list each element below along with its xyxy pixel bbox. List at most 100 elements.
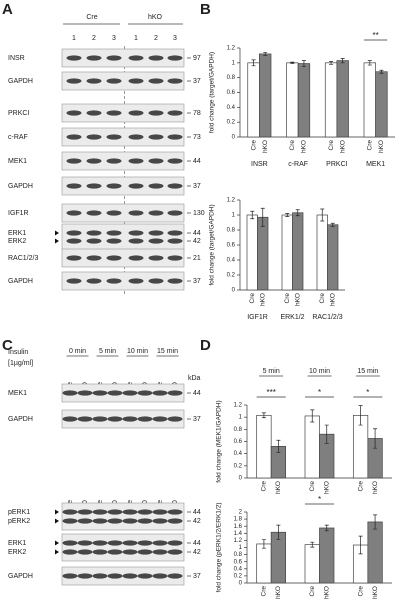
y-tick-label: 0.4 (227, 105, 236, 111)
bar (367, 521, 383, 584)
blot-label: pERK2 (8, 518, 30, 525)
panel-label: D (200, 337, 211, 354)
bar (297, 63, 311, 138)
y-tick-label: 0.8 (227, 228, 236, 234)
kda-label: 37 (193, 416, 201, 423)
kda-label: 44 (193, 509, 201, 516)
band (167, 238, 183, 244)
blot-label: pERK1 (8, 509, 30, 516)
band (148, 78, 164, 84)
y-tick-label: 0.6 (234, 439, 243, 445)
y-tick-label: 1 (232, 60, 236, 66)
y-tick-label: 1.2 (234, 403, 243, 409)
band (66, 230, 82, 236)
panel-label: C (2, 337, 13, 354)
bar-label: Cre (261, 586, 268, 597)
band (77, 518, 93, 524)
bar-label: Cre (328, 140, 335, 151)
band (128, 55, 144, 61)
bar-label: hKO (262, 140, 269, 153)
kda-label: 37 (193, 183, 201, 190)
band-arrow (55, 540, 59, 546)
bar-label: Cre (357, 481, 364, 492)
significance: * (366, 388, 369, 397)
bar-label: Cre (289, 140, 296, 151)
kda-label: 44 (193, 158, 201, 165)
band (152, 549, 168, 555)
bar-label: hKO (323, 481, 330, 494)
band (62, 390, 78, 396)
bar-label: Cre (367, 140, 374, 151)
category-label: IGF1R (247, 314, 268, 321)
band (62, 540, 78, 546)
bar (319, 527, 335, 584)
bar-label: hKO (339, 140, 346, 153)
category-label: 15 min (357, 368, 378, 375)
bar (256, 414, 272, 479)
blot-label: PRKCI (8, 110, 29, 117)
band (148, 183, 164, 189)
band (106, 210, 122, 216)
kda-label: 42 (193, 238, 201, 245)
bar (316, 214, 328, 291)
band (106, 183, 122, 189)
bar (286, 62, 299, 138)
kda-label: 44 (193, 230, 201, 237)
bar-label: hKO (329, 293, 336, 306)
band (167, 230, 183, 236)
y-tick-label: 1.2 (234, 538, 243, 544)
bar-label: hKO (372, 481, 379, 494)
kda-header: kDa (188, 375, 201, 382)
band (167, 210, 183, 216)
blot-strip (61, 151, 185, 171)
band-arrow (55, 549, 59, 555)
blot-strip (61, 502, 185, 531)
y-tick-label: 1.4 (234, 531, 243, 537)
band (137, 390, 153, 396)
band (128, 134, 144, 140)
band (86, 183, 102, 189)
significance: * (318, 388, 321, 397)
band (106, 158, 122, 164)
blot-label: GAPDH (8, 573, 33, 580)
time-label: 15 min (157, 348, 178, 355)
category-label: c-RAF (288, 161, 308, 168)
band (167, 573, 183, 579)
band (152, 540, 168, 546)
blot-label: ERK1 (8, 230, 26, 237)
band (62, 509, 78, 515)
band-arrow (55, 230, 59, 236)
band (106, 278, 122, 284)
y-tick-label: 0.8 (234, 427, 243, 433)
lane-label: 2 (92, 35, 96, 42)
y-tick-label: 1.6 (234, 524, 243, 530)
blot-strip (61, 127, 185, 147)
band (106, 238, 122, 244)
y-tick-label: 0.6 (227, 243, 236, 249)
blot-strip (61, 248, 185, 268)
band (128, 78, 144, 84)
condition-label: hKO (148, 14, 163, 21)
time-label: 10 min (127, 348, 148, 355)
category-label: ERK1/2 (280, 314, 304, 321)
y-tick-label: 0.2 (227, 120, 236, 126)
y-tick-label: 0 (239, 476, 243, 482)
bar-label: hKO (323, 586, 330, 599)
band (167, 540, 183, 546)
band (66, 278, 82, 284)
bar (375, 71, 388, 138)
blot-strip (61, 71, 185, 91)
lane-label: 3 (173, 35, 177, 42)
band (167, 390, 183, 396)
kda-label: 73 (193, 134, 201, 141)
y-tick-label: 0 (232, 135, 236, 141)
error-bar (379, 69, 384, 74)
error-bar (373, 428, 378, 449)
band (167, 416, 183, 422)
band (167, 158, 183, 164)
error-bar (261, 412, 266, 419)
y-tick-label: 1 (232, 213, 236, 219)
band (106, 110, 122, 116)
blot-label: c-RAF (8, 134, 28, 141)
